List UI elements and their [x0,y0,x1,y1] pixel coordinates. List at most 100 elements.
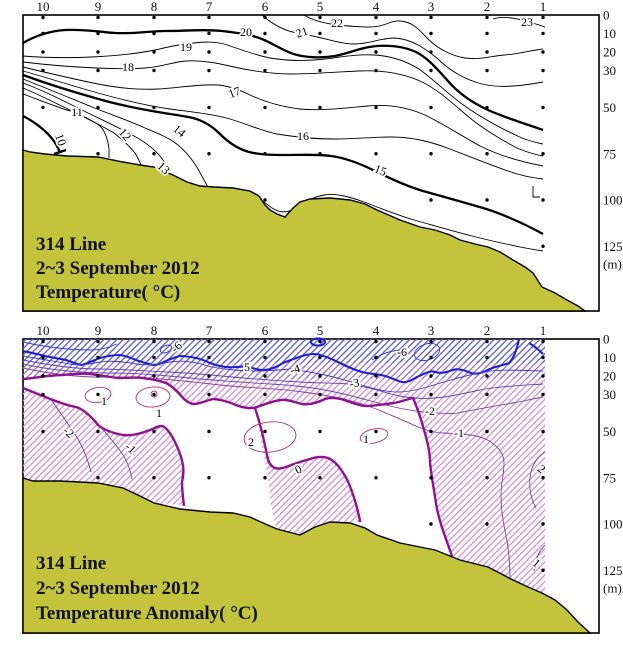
contour-label-16: 16 [297,129,309,143]
sample-dot [429,374,433,378]
sample-dot [207,15,211,20]
sample-dot [541,339,545,344]
sample-dot [374,152,378,156]
sample-dot [152,476,156,480]
temperature-panel: 314 Line 2~3 September 2012 Temperature(… [22,0,623,312]
sample-dot [96,68,100,73]
station-label-9: 9 [95,323,102,338]
sample-dot [374,476,378,480]
sample-dot [318,31,322,36]
sample-dot [152,355,156,360]
sample-dot [541,198,545,202]
sample-dot [41,50,45,54]
contour-10c [22,114,62,154]
sample-dot [152,374,156,378]
depth-label-10: 10 [603,26,616,41]
sample-dot [374,392,378,397]
station-label-4: 4 [373,0,380,14]
sample-dot [485,522,489,526]
sample-dot [207,339,211,344]
sample-dot [485,476,489,480]
sample-dot [374,374,378,378]
anomaly-zero-contours [22,372,454,557]
sample-dot [41,68,45,73]
sample-dot [485,50,489,54]
sample-dot [318,152,322,156]
contour-label-18: 18 [122,60,134,74]
sample-dot [207,374,211,378]
sample-dot [263,15,267,20]
station-label-1: 1 [540,323,547,338]
anomaly-titles: 314 Line 2~3 September 2012 Temperature … [36,553,258,624]
depth-label-50: 50 [603,100,616,115]
sample-dot [152,392,156,397]
station-label-7: 7 [206,323,213,338]
sample-dot [41,339,45,344]
contour-10c-end-tick [53,148,67,156]
sample-dot [96,15,100,20]
temperature-thick-contours [22,28,544,236]
station-label-9: 9 [95,0,102,14]
station-label-7: 7 [206,0,213,14]
sample-dot [541,374,545,378]
sample-dot [541,355,545,360]
sample-dot [152,339,156,344]
depth-label-0: 0 [603,8,610,23]
sample-dot [429,429,433,434]
sample-dot [374,105,378,110]
sample-dot [374,31,378,36]
sample-dot [263,105,267,110]
contour-label-1: 1 [101,394,107,408]
panel-title-line3: Temperature( °C) [36,282,180,303]
sample-dot [263,198,267,202]
sample-dot [263,476,267,480]
station-label-5: 5 [317,323,324,338]
sample-dot [263,374,267,378]
contour-20c [22,28,544,132]
sample-dot [429,198,433,202]
panel-title-line1: 314 Line [36,234,106,255]
sample-dot [96,152,100,156]
small-hook-mark [532,186,540,198]
contour-label-11: 11 [71,105,83,119]
depth-label-75: 75 [603,146,616,161]
station-label-5: 5 [317,0,324,14]
sample-dot [485,429,489,434]
sample-dot [485,198,489,202]
sample-dot [429,476,433,480]
station-label-8: 8 [151,0,158,14]
sample-dot [152,68,156,73]
depth-label-30: 30 [603,63,616,78]
station-label-4: 4 [373,323,380,338]
depth-label-20: 20 [603,369,616,384]
seafloor-bathymetry [22,149,588,312]
depth-label-100: 100 [603,517,623,532]
sample-dot [429,392,433,397]
sample-dot [96,392,100,397]
sample-dot [541,392,545,397]
sample-dot [541,476,545,480]
station-label-3: 3 [428,323,435,338]
sample-dot [318,392,322,397]
sample-dot [207,429,211,434]
temperature-thin-contours [22,14,546,252]
seafloor-bathymetry [22,477,592,634]
depth-label-100: 100 [603,193,623,208]
sample-dot [318,68,322,73]
sample-dot [152,429,156,434]
sample-dot [96,476,100,480]
panel-title-line3: Temperature Anomaly( °C) [36,603,258,624]
sample-dot [485,68,489,73]
sample-dot [207,392,211,397]
contour-label-5: 5 [244,360,250,374]
temperature-dynamic-layer: 10 9 8 7 6 5 4 3 2 101020305075100125(m)101112131… [37,0,623,271]
station-label-10: 10 [37,323,50,338]
sample-dot [541,15,545,20]
sample-dot [485,31,489,36]
sample-dot [429,339,433,344]
panel-title-line2: 2~3 September 2012 [36,578,200,599]
sample-dot [374,339,378,344]
sample-dot [541,50,545,54]
